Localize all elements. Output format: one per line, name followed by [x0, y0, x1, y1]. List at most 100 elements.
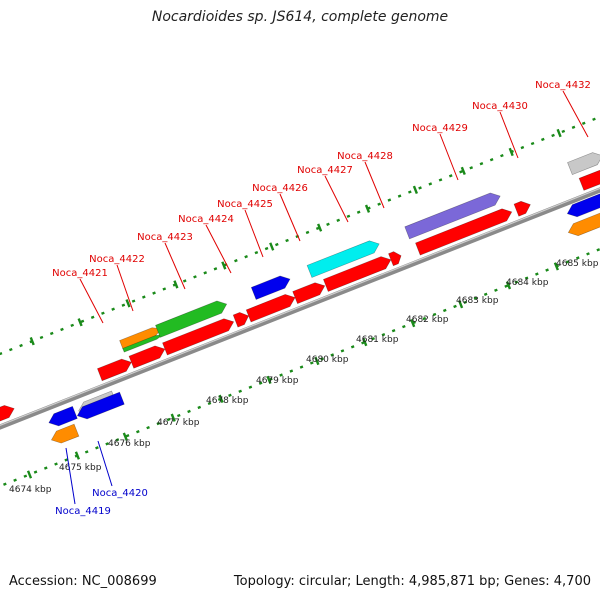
- upper-tick-track-dot: [49, 331, 54, 336]
- gene-arrow: [513, 200, 531, 217]
- upper-tick-track-dot: [479, 162, 484, 166]
- upper-tick-track-dot: [193, 275, 197, 279]
- upper-tick-track-dot: [571, 125, 576, 130]
- lower-tick-track-dot: [453, 304, 457, 309]
- gene-label-leader: [97, 440, 113, 487]
- lower-tick-track-dot: [187, 409, 191, 414]
- upper-tick-track-dot: [377, 202, 381, 206]
- lower-tick-track-dot: [371, 337, 376, 341]
- lower-tick-track-dot: [463, 300, 468, 305]
- upper-tick-track-dot: [305, 230, 310, 235]
- lower-tick-track-dot: [309, 361, 314, 365]
- gene-arrow: [97, 358, 132, 382]
- upper-tick-track-dot: [254, 250, 259, 255]
- lower-tick-track-dot: [535, 272, 539, 276]
- lower-tick-track-dot: [545, 268, 549, 272]
- lower-tick-track-dot: [3, 482, 7, 486]
- lower-tick-track-dot: [23, 474, 28, 478]
- lower-tick-track-dot: [340, 349, 345, 353]
- upper-tick-track-dot: [101, 311, 105, 315]
- gene-arrow: [119, 327, 162, 350]
- lower-tick-track-dot: [248, 385, 253, 389]
- lower-tick-track-tick: [314, 356, 320, 366]
- upper-tick-track-dot: [326, 222, 330, 227]
- upper-tick-track-dot: [428, 182, 433, 186]
- gene-label-leader: [65, 447, 76, 505]
- lower-tick-track-dot: [330, 353, 335, 357]
- lower-tick-track-dot: [13, 478, 17, 482]
- upper-tick-track-dot: [500, 153, 504, 158]
- lower-tick-track-dot: [320, 357, 324, 361]
- lower-tick-track-tick: [505, 281, 512, 290]
- upper-tick-track-dot: [19, 343, 23, 348]
- gene-arrow: [323, 256, 392, 292]
- upper-tick-track-dot: [418, 186, 422, 190]
- upper-tick-track-tick: [364, 204, 371, 213]
- gene-label: Noca_4428: [337, 151, 393, 162]
- accession-text: Accession: NC_008699: [9, 574, 157, 589]
- genome-stats-text: Topology: circular; Length: 4,985,871 bp…: [233, 574, 591, 589]
- scale-label: 4677 kbp: [157, 418, 200, 428]
- upper-tick-track-dot: [530, 141, 535, 146]
- lower-tick-track-dot: [197, 405, 202, 410]
- lower-tick-track-dot: [279, 373, 283, 377]
- upper-tick-track-dot: [540, 137, 545, 142]
- upper-tick-track-tick: [508, 147, 514, 157]
- upper-tick-track-dot: [234, 259, 238, 263]
- scale-label: 4683 kbp: [456, 296, 499, 306]
- gene-label: Noca_4421: [52, 268, 108, 279]
- lower-tick-track-dot: [473, 296, 478, 300]
- gene-arrow: [48, 406, 78, 427]
- upper-tick-track-dot: [469, 166, 474, 170]
- lower-tick-track-dot: [166, 417, 171, 422]
- upper-tick-track-dot: [141, 295, 146, 299]
- upper-tick-track-dot: [448, 174, 453, 178]
- scale-label: 4676 kbp: [108, 439, 151, 449]
- lower-tick-track-dot: [43, 466, 48, 470]
- lower-tick-track-dot: [494, 288, 498, 292]
- lower-tick-track-dot: [207, 401, 212, 406]
- gene-arrow: [162, 318, 235, 356]
- upper-tick-track-dot: [152, 291, 156, 295]
- scale-label: 4681 kbp: [356, 335, 399, 345]
- scale-label: 4674 kbp: [9, 485, 52, 495]
- scale-label: 4678 kbp: [206, 396, 249, 406]
- gene-arrow: [0, 405, 15, 422]
- upper-tick-track-dot: [70, 323, 75, 328]
- lower-tick-track-dot: [565, 260, 570, 264]
- lower-tick-track-dot: [258, 381, 263, 385]
- gene-label-leader: [279, 193, 301, 242]
- upper-tick-track-dot: [182, 279, 187, 283]
- lower-tick-track-dot: [176, 413, 181, 418]
- lower-tick-track-dot: [115, 438, 120, 442]
- lower-tick-track-tick: [74, 451, 80, 460]
- gene-label-leader: [79, 278, 104, 324]
- lower-tick-track-dot: [381, 333, 386, 337]
- lower-tick-track-dot: [228, 393, 232, 397]
- lower-tick-track-dot: [350, 345, 355, 349]
- gene-arrow: [566, 193, 600, 218]
- gene-label: Noca_4426: [252, 183, 308, 194]
- gene-label-leader: [499, 111, 519, 159]
- gene-label-leader: [116, 264, 134, 312]
- upper-tick-track-dot: [162, 287, 167, 291]
- gene-label: Noca_4430: [472, 101, 528, 112]
- gene-arrow: [388, 251, 402, 267]
- lower-tick-track-dot: [586, 252, 590, 256]
- gene-label-leader: [439, 133, 459, 181]
- upper-tick-track-tick: [173, 280, 179, 289]
- gene-label-leader: [364, 161, 385, 209]
- upper-tick-track-dot: [39, 335, 44, 340]
- gene-label: Noca_4425: [217, 199, 273, 210]
- upper-tick-track-dot: [520, 145, 525, 150]
- gene-arrow: [567, 152, 600, 175]
- upper-tick-track-dot: [285, 238, 289, 243]
- lower-tick-track-dot: [402, 324, 406, 329]
- lower-tick-track-dot: [156, 421, 161, 426]
- upper-tick-track-dot: [121, 303, 126, 307]
- gene-label-leader: [244, 209, 264, 258]
- lower-tick-track-dot: [54, 462, 58, 466]
- upper-tick-track-dot: [581, 121, 586, 125]
- lower-tick-track-dot: [442, 308, 447, 313]
